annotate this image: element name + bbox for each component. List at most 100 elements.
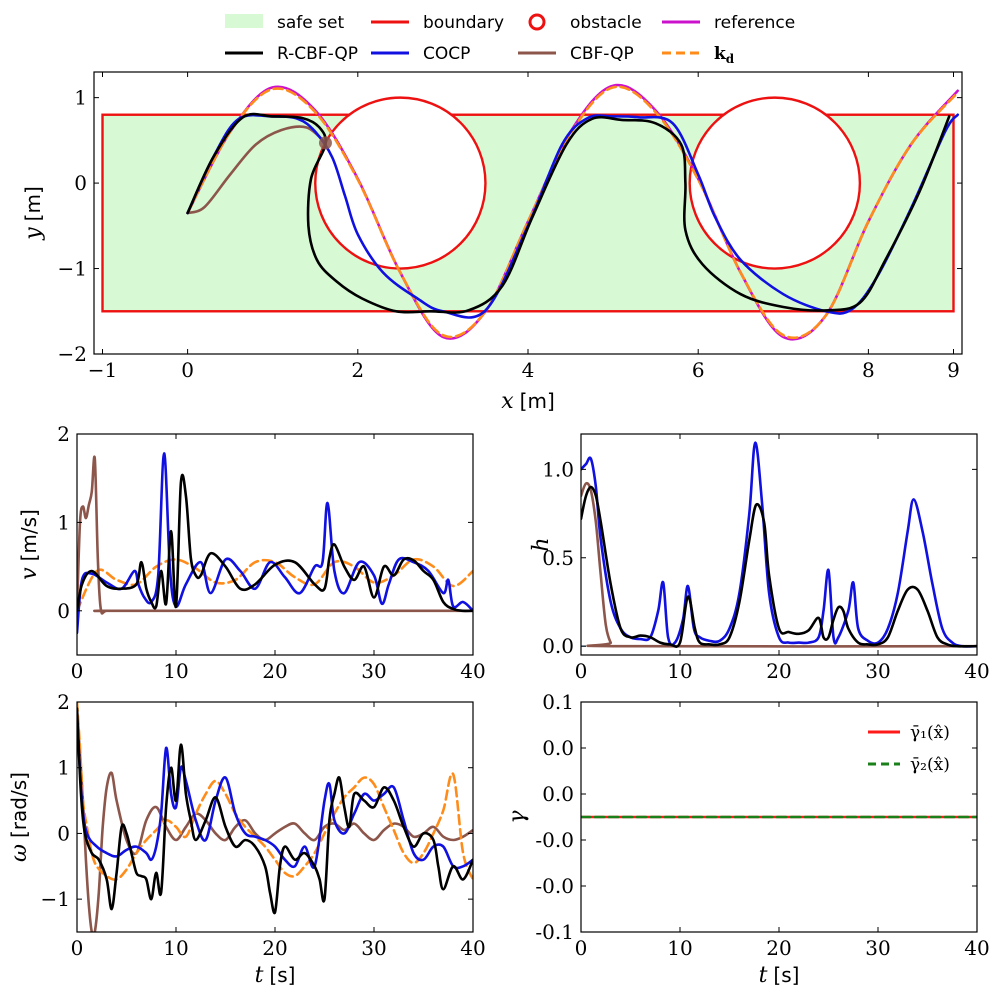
traj-xlabel: x [m]: [501, 389, 555, 414]
h-ytick-label: 0.5: [542, 546, 574, 570]
gamma-xlabel: t [s]: [759, 963, 800, 988]
legend-item-boundary: boundary: [371, 13, 504, 33]
legend-label: obstacle: [570, 13, 642, 33]
gamma-xtick-label: 20: [766, 936, 791, 960]
legend-item-safe-set: safe set: [225, 13, 344, 33]
gamma-ylabel-symbol: γ: [505, 810, 530, 824]
legend-label: boundary: [423, 13, 504, 33]
gamma-xtick-label: 0: [575, 936, 588, 960]
v-xtick-label: 30: [361, 659, 386, 683]
w-series-k-d: [77, 702, 473, 881]
h-ylabel-symbol: h: [529, 537, 554, 551]
w-series-R-CBF-QP: [77, 707, 473, 915]
traj-xtick-label: 4: [522, 358, 535, 382]
v-ytick-label: 1: [57, 510, 70, 534]
v-ylabel-symbol: v: [17, 567, 42, 580]
traj-ytick-label: −1: [58, 257, 87, 281]
traj-xlabel-unit: [m]: [520, 389, 555, 413]
traj-xtick-label: 0: [181, 358, 194, 382]
gamma-ytick-label: 0.0: [542, 782, 574, 806]
w-xtick-label: 10: [163, 936, 188, 960]
h-xtick-label: 40: [964, 659, 989, 683]
w-xtick-label: 0: [71, 936, 84, 960]
w-ytick-label: 0: [57, 821, 70, 845]
traj-series-CBF-QP: [186, 125, 327, 215]
gamma-xtick-label: 40: [964, 936, 989, 960]
w-ylabel-symbol: ω: [7, 844, 32, 862]
legend-label: CBF-QP: [570, 44, 634, 64]
legend: safe set boundary obstacle reference R-CBF-Q…: [225, 13, 795, 66]
legend-label: R-CBF-QP: [277, 44, 358, 64]
v-xtick-label: 40: [460, 659, 485, 683]
traj-ytick-label: −2: [58, 342, 87, 366]
v-ytick-label: 0: [57, 599, 70, 623]
legend-item-R-CBF-QP: R-CBF-QP: [225, 44, 358, 64]
traj-xtick-label: 6: [692, 358, 705, 382]
legend-label-sub: d: [726, 52, 735, 66]
h-ytick-label: 0.0: [542, 634, 574, 658]
legend-label: reference: [714, 13, 795, 33]
traj-ylabel-symbol: y: [21, 227, 46, 241]
h-xtick-label: 20: [766, 659, 791, 683]
h-ytick-label: 1.0: [542, 457, 574, 481]
h-series-COCP: [581, 441, 977, 648]
gamma-xlabel-unit: [s]: [773, 963, 799, 987]
traj-series-k-d: [186, 85, 959, 340]
gamma-ylabel: γ: [505, 810, 530, 824]
v-xtick-label: 20: [262, 659, 287, 683]
v-series-COCP: [77, 452, 473, 635]
h-frame: [580, 433, 978, 656]
v-series-R-CBF-QP: [77, 473, 473, 613]
w-xtick-label: 20: [262, 936, 287, 960]
h-xtick-label: 0: [575, 659, 588, 683]
obstacle-circle-1: [314, 96, 487, 270]
w-ylabel: ω [rad/s]: [7, 772, 32, 862]
v-ylabel: v [m/s]: [17, 509, 42, 580]
w-ytick-label: 1: [57, 756, 70, 780]
w-ytick-label: 2: [57, 690, 70, 714]
w-xlabel: t [s]: [255, 963, 296, 988]
traj-ylabel-unit: [m]: [21, 186, 45, 221]
gamma-legend-label: γ̄₂(x̂): [910, 755, 950, 775]
gamma-legend-label: γ̄₁(x̂): [910, 723, 950, 743]
traj-xtick-label: 8: [862, 358, 875, 382]
w-xlabel-symbol: t: [255, 963, 264, 988]
gamma-ytick-label: -0.1: [535, 920, 574, 944]
gamma-xlabel-symbol: t: [759, 963, 768, 988]
gamma-ytick-label: 0.0: [542, 736, 574, 760]
gamma-legend: γ̄₁(x̂) γ̄₂(x̂): [868, 723, 950, 775]
w-frame: [76, 701, 474, 933]
v-series-k-d: [77, 557, 473, 613]
legend-item-reference: reference: [662, 13, 795, 33]
legend-label: safe set: [277, 13, 344, 33]
obstacle-circle-2: [688, 96, 862, 270]
legend-label: COCP: [423, 44, 470, 64]
h-xtick-label: 10: [667, 659, 692, 683]
w-series-COCP: [77, 713, 473, 870]
gamma-xtick-label: 10: [667, 936, 692, 960]
traj-xtick-label: −1: [88, 358, 117, 382]
h-ylabel: h: [529, 537, 554, 551]
h-series-CBF-QP: [581, 481, 977, 648]
w-ylabel-unit: [rad/s]: [7, 772, 31, 838]
legend-item-k: kd: [662, 44, 735, 66]
w-series-CBF-QP: [77, 707, 473, 932]
panel-gamma: 0 10 20 30 40 0.1 0.0 0.0 -0.0 -0.0 -0.1 t [s] γ γ̄₁(x…: [505, 690, 990, 988]
gamma-ytick-label: 0.1: [542, 690, 574, 714]
w-xtick-label: 30: [361, 936, 386, 960]
traj-ytick-label: 1: [74, 86, 87, 110]
traj-xtick-label: 9: [947, 358, 960, 382]
v-frame: [76, 433, 474, 656]
gamma-ytick-label: -0.0: [535, 874, 574, 898]
legend-item-CBF-QP: CBF-QP: [518, 44, 634, 64]
h-series-R-CBF-QP: [581, 485, 977, 648]
h-xtick-label: 30: [865, 659, 890, 683]
traj-series-R-CBF-QP: [186, 112, 951, 314]
panel-velocity: 0 10 20 30 40 0 1 2 v [m/s]: [17, 422, 486, 683]
w-xtick-label: 40: [460, 936, 485, 960]
panel-h: 0 10 20 30 40 0.0 0.5 1.0 h: [529, 433, 990, 683]
w-ytick-label: −1: [41, 887, 70, 911]
traj-xtick-label: 2: [351, 358, 364, 382]
